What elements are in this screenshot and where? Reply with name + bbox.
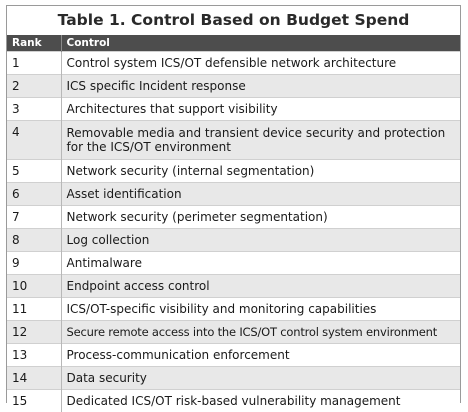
- control-cell: Control system ICS/OT defensible network…: [61, 52, 460, 75]
- table-row: 13 Process-communication enforcement: [7, 344, 460, 367]
- control-cell: Secure remote access into the ICS/OT con…: [61, 321, 460, 344]
- table-row: 7 Network security (perimeter segmentati…: [7, 206, 460, 229]
- control-cell: Architectures that support visibility: [61, 98, 460, 121]
- control-table: Rank Control 1 Control system ICS/OT def…: [7, 35, 460, 412]
- control-cell: Log collection: [61, 229, 460, 252]
- control-cell: Dedicated ICS/OT risk-based vulnerabilit…: [61, 390, 460, 412]
- rank-cell: 14: [7, 367, 61, 390]
- table-row: 9 Antimalware: [7, 252, 460, 275]
- rank-cell: 9: [7, 252, 61, 275]
- table-row: 1 Control system ICS/OT defensible netwo…: [7, 52, 460, 75]
- control-cell: Process-communication enforcement: [61, 344, 460, 367]
- control-cell: Asset identification: [61, 183, 460, 206]
- rank-cell: 12: [7, 321, 61, 344]
- table-row: 6 Asset identification: [7, 183, 460, 206]
- table-row: 8 Log collection: [7, 229, 460, 252]
- rank-cell: 15: [7, 390, 61, 412]
- rank-cell: 13: [7, 344, 61, 367]
- table-row: 10 Endpoint access control: [7, 275, 460, 298]
- rank-cell: 4: [7, 121, 61, 160]
- table-row: 12 Secure remote access into the ICS/OT …: [7, 321, 460, 344]
- table-row: 5 Network security (internal segmentatio…: [7, 160, 460, 183]
- control-cell: ICS specific Incident response: [61, 75, 460, 98]
- control-cell: Removable media and transient device sec…: [61, 121, 460, 160]
- rank-cell: 3: [7, 98, 61, 121]
- table-row: 15 Dedicated ICS/OT risk-based vulnerabi…: [7, 390, 460, 412]
- rank-header: Rank: [7, 35, 61, 52]
- rank-cell: 10: [7, 275, 61, 298]
- control-budget-table: Table 1. Control Based on Budget Spend R…: [6, 5, 461, 403]
- control-cell: ICS/OT-specific visibility and monitorin…: [61, 298, 460, 321]
- control-cell: Endpoint access control: [61, 275, 460, 298]
- table-row: 14 Data security: [7, 367, 460, 390]
- rank-cell: 11: [7, 298, 61, 321]
- header-row: Rank Control: [7, 35, 460, 52]
- table-row: 2 ICS specific Incident response: [7, 75, 460, 98]
- rank-cell: 7: [7, 206, 61, 229]
- table-row: 4 Removable media and transient device s…: [7, 121, 460, 160]
- rank-cell: 5: [7, 160, 61, 183]
- table-row: 11 ICS/OT-specific visibility and monito…: [7, 298, 460, 321]
- table-row: 3 Architectures that support visibility: [7, 98, 460, 121]
- rank-cell: 1: [7, 52, 61, 75]
- control-cell: Data security: [61, 367, 460, 390]
- control-cell: Network security (perimeter segmentation…: [61, 206, 460, 229]
- rank-cell: 8: [7, 229, 61, 252]
- control-cell: Network security (internal segmentation): [61, 160, 460, 183]
- table-title: Table 1. Control Based on Budget Spend: [7, 6, 460, 35]
- control-header: Control: [61, 35, 460, 52]
- rank-cell: 2: [7, 75, 61, 98]
- rank-cell: 6: [7, 183, 61, 206]
- control-cell: Antimalware: [61, 252, 460, 275]
